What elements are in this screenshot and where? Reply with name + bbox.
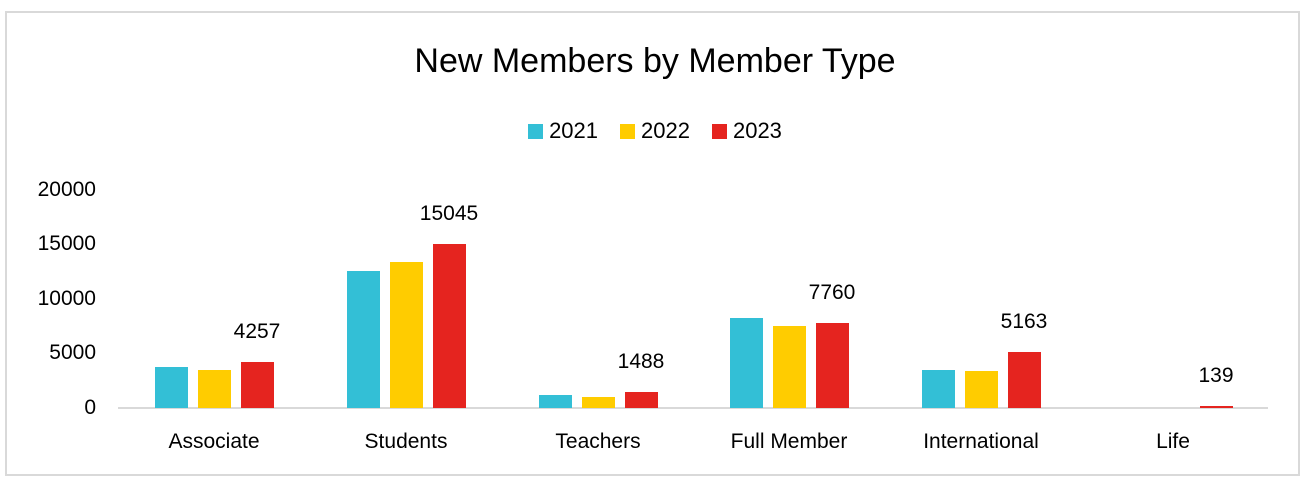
legend-label: 2023 (732, 118, 782, 143)
y-tick: 5000 (49, 341, 96, 364)
bar-international-2022 (964, 370, 998, 408)
x-tick-label: International (923, 430, 1039, 453)
bar-teachers-2022 (581, 397, 615, 408)
data-label: 139 (1198, 364, 1234, 387)
bar-full-member-2022 (772, 326, 806, 408)
bar-associate-2021 (154, 366, 188, 408)
legend-item-2023: 2023 (711, 118, 782, 144)
data-label: 4257 (233, 319, 281, 343)
data-label: 7760 (808, 281, 856, 305)
y-tick: 10000 (37, 287, 96, 310)
data-label: 1488 (617, 349, 665, 373)
bar-international-2023 (1007, 351, 1041, 408)
legend: 2021 2022 2023 (0, 118, 1310, 144)
bar-students-2023 (432, 244, 466, 408)
bar-life-2023 (1199, 406, 1233, 408)
legend-label: 2021 (549, 118, 599, 143)
y-tick: 0 (84, 396, 96, 419)
legend-swatch-icon (620, 123, 636, 139)
legend-label: 2022 (641, 118, 690, 143)
legend-swatch-icon (711, 123, 727, 139)
x-tick-label: Teachers (555, 430, 641, 453)
data-label: 15045 (419, 202, 479, 225)
bar-international-2021 (921, 369, 955, 408)
legend-item-2022: 2022 (620, 118, 690, 144)
chart-title: New Members by Member Type (414, 42, 896, 80)
x-tick-label: Life (1156, 430, 1190, 453)
y-tick: 20000 (37, 178, 96, 201)
x-tick-label: Full Member (730, 430, 848, 453)
y-tick: 15000 (37, 232, 96, 255)
x-axis-line (118, 407, 1268, 409)
bar-full-member-2023 (815, 323, 849, 408)
x-tick-label: Associate (168, 430, 260, 453)
bar-full-member-2021 (729, 317, 763, 408)
bar-teachers-2023 (624, 391, 658, 408)
legend-item-2021: 2021 (528, 118, 598, 144)
data-label: 5163 (1000, 309, 1048, 333)
bar-associate-2023 (240, 361, 274, 408)
bar-teachers-2021 (538, 394, 572, 408)
legend-swatch-icon (528, 123, 544, 139)
bar-associate-2022 (197, 369, 231, 408)
x-tick-label: Students (364, 430, 448, 453)
bar-students-2022 (389, 261, 423, 408)
bar-students-2021 (346, 270, 380, 408)
